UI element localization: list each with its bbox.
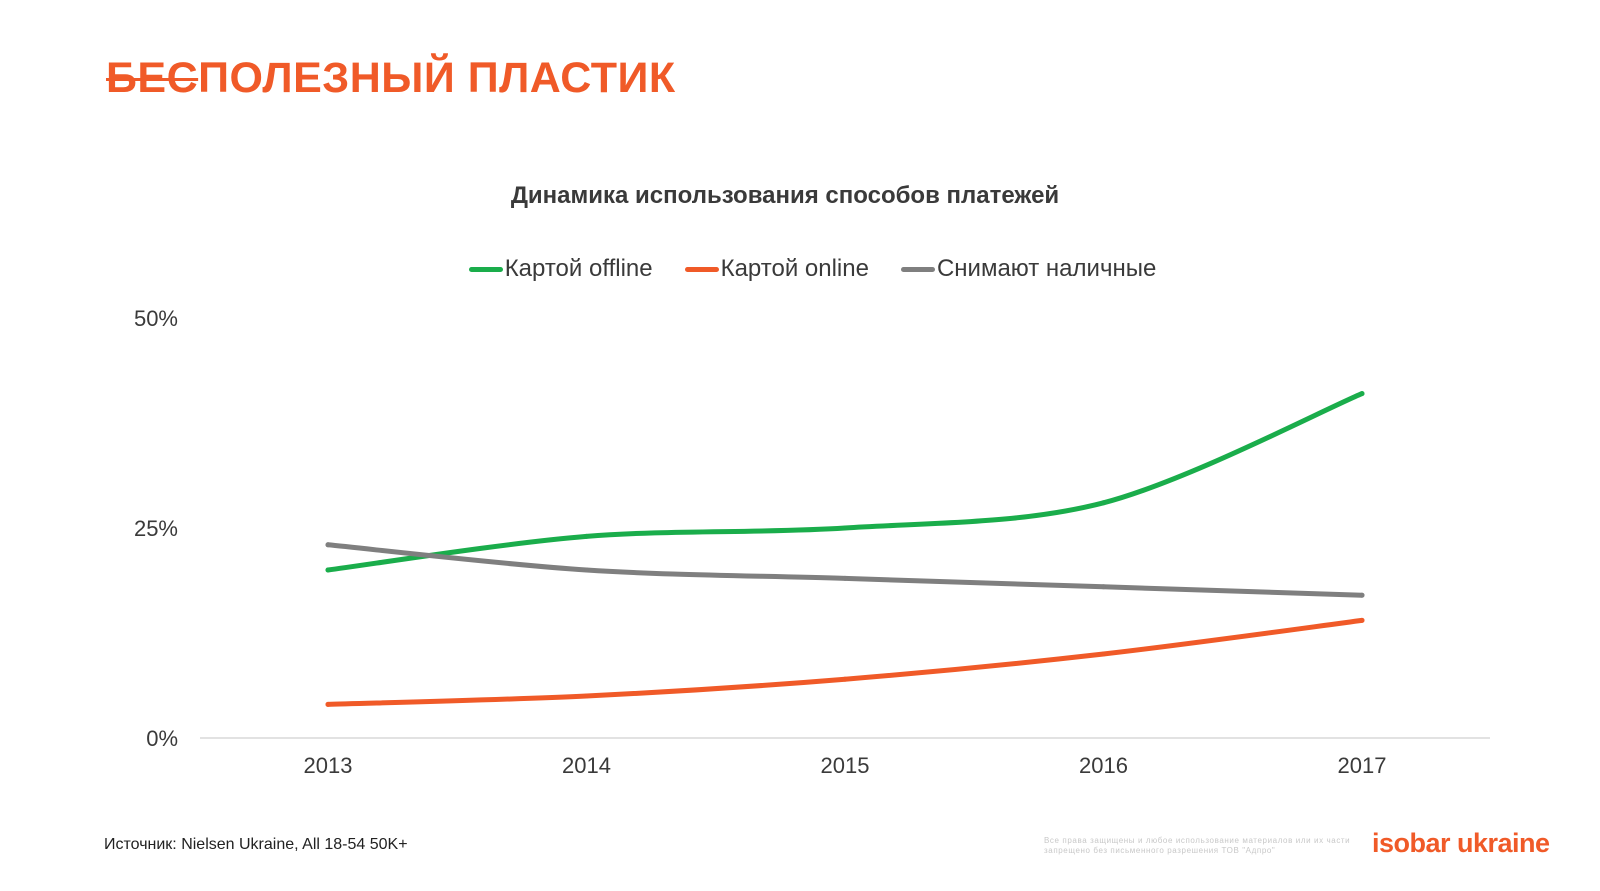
x-tick-label: 2015 [821, 753, 870, 778]
y-tick-label: 0% [146, 726, 178, 751]
data-point [1101, 500, 1106, 506]
series-line-cash-withdrawal [325, 542, 1365, 598]
source-note: Источник: Nielsen Ukraine, All 18-54 50K… [104, 836, 408, 853]
data-point [1101, 584, 1106, 590]
data-point [1101, 651, 1106, 657]
data-point [1359, 617, 1365, 623]
data-point [842, 575, 848, 581]
data-point [325, 542, 331, 548]
legend-item-cash-withdrawal: Снимают наличные [900, 255, 1157, 283]
x-tick-label: 2017 [1338, 753, 1387, 778]
isobar-logo: isobar ukraine [1372, 828, 1550, 858]
data-point [325, 701, 331, 707]
data-point [1359, 592, 1365, 598]
legend-item-card-offline: Картой offline [468, 255, 653, 283]
legend-item-card-online: Картой online [684, 255, 869, 283]
series-line-card-offline [325, 391, 1365, 573]
data-point [842, 525, 848, 531]
data-point [584, 693, 589, 699]
chart-title: Динамика использования способов платежей [510, 182, 1060, 209]
data-point [325, 567, 331, 573]
series-line-card-online [325, 617, 1365, 707]
legend-label: Снимают наличные [936, 255, 1157, 282]
x-tick-label: 2013 [304, 753, 353, 778]
data-point [1359, 391, 1365, 397]
y-tick-label: 25% [134, 516, 178, 541]
data-point [584, 567, 589, 573]
legend-label: Картой offline [504, 255, 653, 282]
x-tick-label: 2014 [562, 753, 611, 778]
slide-title: БЕСПОЛЕЗНЫЙ ПЛАСТИК [106, 52, 676, 104]
chart-legend: Картой offline Картой online Снимают нал… [0, 255, 1600, 283]
legend-swatch-gray [900, 266, 935, 272]
y-tick-label: 50% [134, 306, 178, 331]
slide-title-main-part: ПОЛЕЗНЫЙ ПЛАСТИК [198, 54, 676, 102]
copyright-notice: Все права защищены и любое использование… [1044, 836, 1351, 855]
legend-swatch-orange [684, 266, 719, 272]
legend-label: Картой online [720, 255, 869, 282]
data-point [584, 533, 589, 539]
data-point [842, 676, 848, 682]
legend-swatch-green [468, 266, 503, 272]
slide-title-struck-part: БЕС [106, 54, 199, 102]
x-tick-label: 2016 [1079, 753, 1128, 778]
